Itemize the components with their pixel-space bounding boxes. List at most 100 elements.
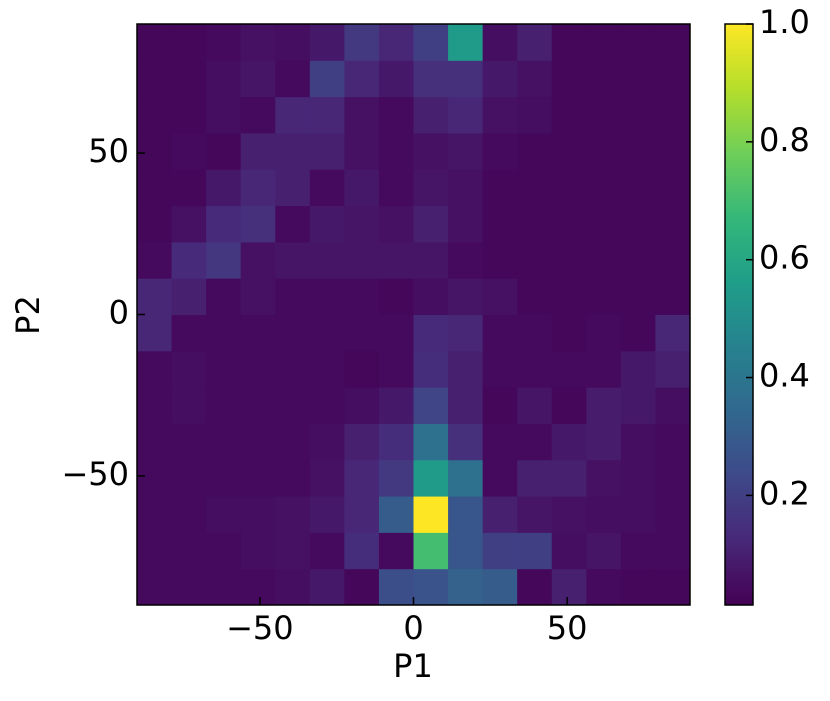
heatmap-cell — [206, 568, 242, 606]
heatmap-cell — [171, 241, 207, 279]
heatmap-cell — [344, 459, 380, 497]
heatmap-cell — [309, 496, 345, 533]
heatmap-cell — [137, 496, 173, 533]
heatmap-cell — [206, 96, 242, 134]
heatmap-cell — [551, 532, 587, 570]
heatmap-cell — [482, 205, 518, 243]
heatmap-cell — [275, 24, 311, 61]
heatmap-cell — [171, 387, 207, 424]
heatmap-cell — [309, 205, 345, 243]
heatmap-cell — [171, 314, 207, 352]
heatmap-cell — [275, 205, 311, 243]
heatmap-cell — [137, 459, 173, 497]
heatmap-cell — [137, 169, 173, 207]
heatmap-cell — [620, 532, 656, 570]
heatmap-cell — [309, 132, 345, 170]
heatmap-cell — [482, 350, 518, 388]
heatmap-cell — [448, 350, 484, 388]
heatmap-cell — [206, 423, 242, 461]
heatmap-cell — [620, 169, 656, 207]
heatmap-cell — [137, 60, 173, 98]
heatmap-cell — [275, 96, 311, 134]
heatmap-cell — [482, 132, 518, 170]
heatmap-cell — [309, 314, 345, 352]
heatmap-cell — [655, 132, 691, 170]
heatmap-cell — [137, 532, 173, 570]
heatmap-cell — [517, 132, 553, 170]
heatmap-cell — [448, 241, 484, 279]
heatmap-cell — [655, 278, 691, 315]
heatmap-cell — [586, 423, 622, 461]
heatmap-cell — [620, 568, 656, 606]
heatmap-cell — [620, 132, 656, 170]
heatmap-cell — [206, 278, 242, 315]
heatmap-cell — [586, 205, 622, 243]
heatmap-cell — [482, 423, 518, 461]
heatmap-cell — [482, 169, 518, 207]
heatmap-cell — [240, 241, 276, 279]
heatmap-cell — [413, 459, 449, 497]
heatmap-cell — [206, 314, 242, 352]
y-tick-label: −50 — [61, 455, 129, 493]
heatmap-cell — [137, 387, 173, 424]
heatmap-cell — [517, 568, 553, 606]
heatmap-cell — [655, 568, 691, 606]
heatmap-cell — [309, 60, 345, 98]
heatmap-cell — [378, 314, 414, 352]
heatmap-cell — [655, 423, 691, 461]
heatmap-cell — [413, 496, 449, 533]
heatmap-cell — [551, 314, 587, 352]
heatmap-cell — [275, 387, 311, 424]
heatmap-cell — [448, 532, 484, 570]
heatmap-cell — [655, 241, 691, 279]
heatmap-cell — [586, 278, 622, 315]
heatmap-cell — [275, 60, 311, 98]
heatmap-cell — [620, 496, 656, 533]
heatmap-cell — [551, 278, 587, 315]
heatmap-cell — [171, 350, 207, 388]
heatmap-cell — [655, 169, 691, 207]
heatmap-cell — [620, 350, 656, 388]
heatmap-cell — [378, 169, 414, 207]
heatmap-cell — [275, 241, 311, 279]
heatmap-cell — [171, 24, 207, 61]
heatmap-cell — [275, 350, 311, 388]
heatmap-cell — [620, 96, 656, 134]
heatmap-cell — [309, 423, 345, 461]
colorbar-tick-label: 0.6 — [759, 239, 810, 277]
heatmap-cell — [517, 205, 553, 243]
heatmap-cell — [551, 205, 587, 243]
heatmap-cell — [413, 350, 449, 388]
heatmap-cell — [517, 60, 553, 98]
heatmap-cell — [344, 241, 380, 279]
heatmap-cell — [275, 459, 311, 497]
heatmap-cell — [171, 423, 207, 461]
heatmap-cell — [137, 96, 173, 134]
heatmap-cell — [655, 314, 691, 352]
heatmap-cell — [378, 205, 414, 243]
heatmap-cell — [275, 423, 311, 461]
heatmap-cell — [551, 132, 587, 170]
heatmap-cell — [517, 278, 553, 315]
heatmap-cell — [378, 24, 414, 61]
heatmap-cell — [275, 169, 311, 207]
heatmap-cell — [378, 459, 414, 497]
heatmap-cell — [655, 60, 691, 98]
colorbar-tick-label: 1.0 — [759, 3, 810, 41]
heatmap-cell — [275, 568, 311, 606]
heatmap-cell — [309, 24, 345, 61]
heatmap-cell — [482, 532, 518, 570]
heatmap-cell — [309, 387, 345, 424]
heatmap-cell — [309, 241, 345, 279]
heatmap-cell — [482, 96, 518, 134]
y-tick-label: 50 — [88, 132, 129, 170]
heatmap-cell — [517, 314, 553, 352]
heatmap-cell — [620, 60, 656, 98]
heatmap-cell — [551, 350, 587, 388]
heatmap-cell — [206, 532, 242, 570]
heatmap-cell — [551, 60, 587, 98]
heatmap-cell — [448, 459, 484, 497]
heatmap-cell — [620, 459, 656, 497]
heatmap-cell — [586, 24, 622, 61]
